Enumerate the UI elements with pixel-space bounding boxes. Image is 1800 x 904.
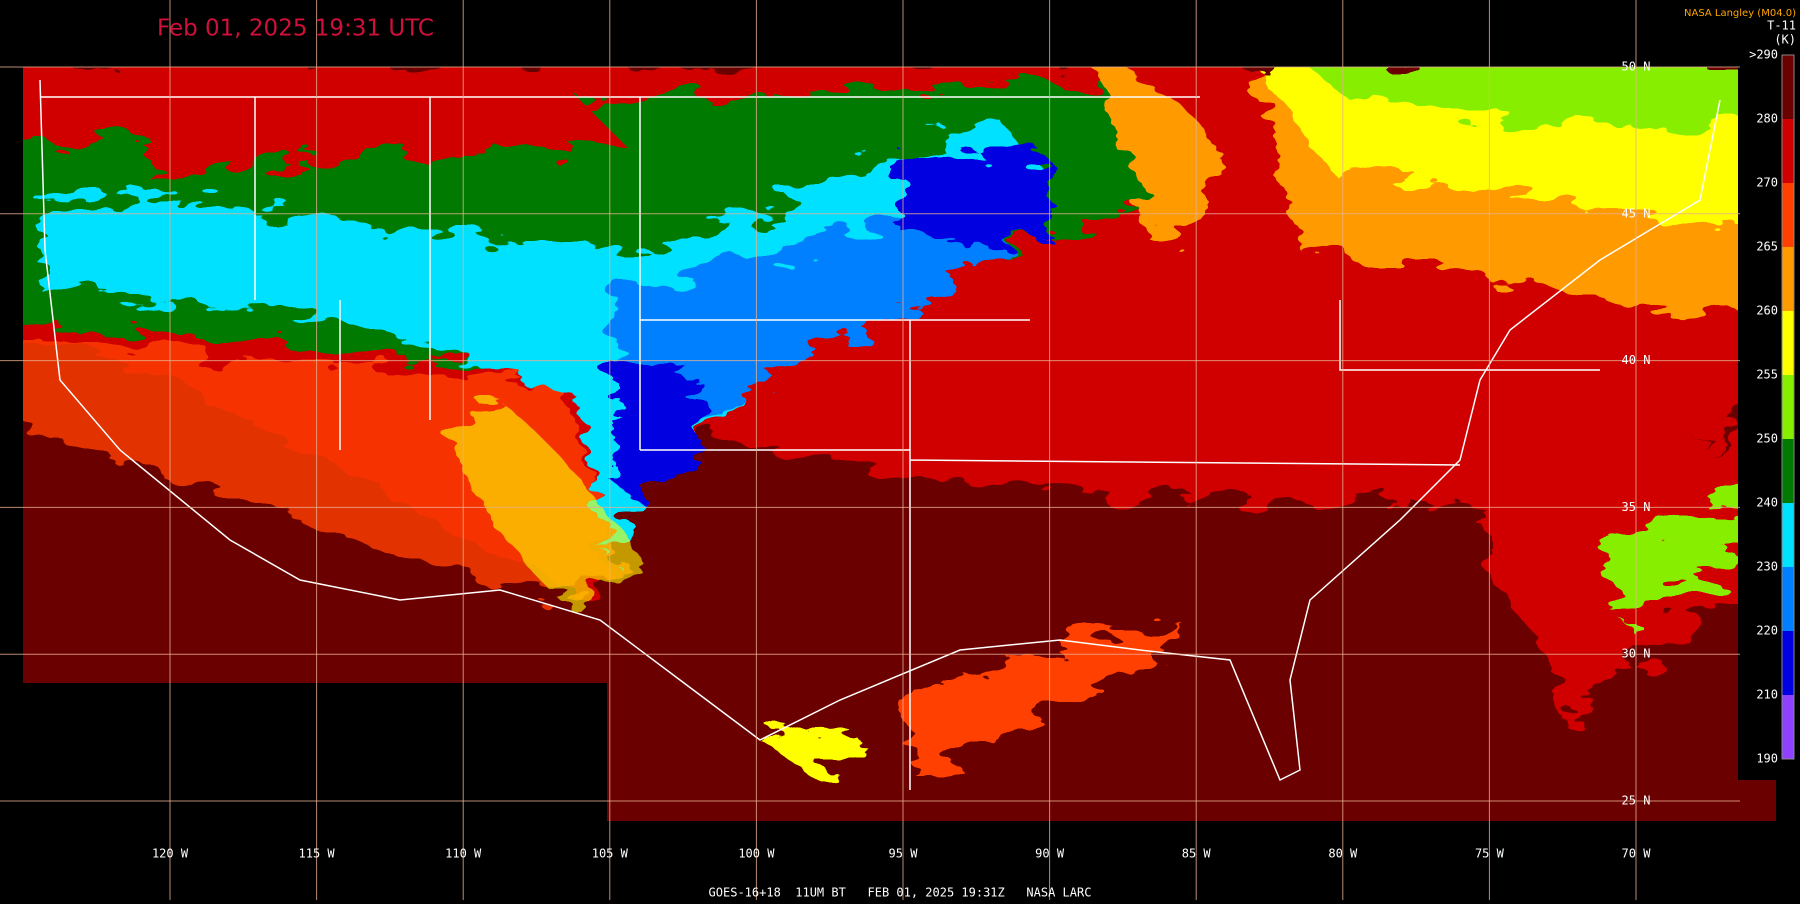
latitude-label: 40 N [1622, 353, 1651, 367]
colorbar-label: >290 [1749, 48, 1778, 62]
colorbar-segment [1782, 439, 1794, 503]
colorbar-segment [1782, 55, 1794, 119]
colorbar-segment [1782, 183, 1794, 247]
latitude-label: 45 N [1622, 206, 1651, 220]
colorbar-label: 210 [1756, 688, 1778, 702]
colorbar-label: 255 [1756, 368, 1778, 382]
colorbar-segment [1782, 631, 1794, 695]
colorbar-label: 220 [1756, 624, 1778, 638]
colorbar-segment [1782, 311, 1794, 375]
latitude-label: 35 N [1622, 500, 1651, 514]
longitude-label: 80 W [1328, 847, 1358, 861]
longitude-label: 95 W [889, 847, 919, 861]
longitude-label: 115 W [299, 847, 336, 861]
latitude-label: 50 N [1622, 60, 1651, 74]
colorbar-segment [1782, 119, 1794, 183]
colorbar-label: 190 [1756, 752, 1778, 766]
colorbar-label: 270 [1756, 176, 1778, 190]
source-label: NASA Langley (M04.0) [1684, 8, 1796, 19]
colorbar-label: 280 [1756, 112, 1778, 126]
longitude-label: 110 W [445, 847, 482, 861]
latitude-label: 30 N [1622, 647, 1651, 661]
longitude-label: 100 W [738, 847, 775, 861]
footer: GOES-16+18 11UM BT FEB 01, 2025 19:31Z N… [709, 886, 1092, 900]
longitude-label: 90 W [1035, 847, 1065, 861]
colorbar-segment [1782, 695, 1794, 759]
colorbar-label: 250 [1756, 432, 1778, 446]
colorbar-label: 260 [1756, 304, 1778, 318]
longitude-label: 105 W [592, 847, 629, 861]
product-label: T-11 [1767, 19, 1796, 33]
longitude-label: 85 W [1182, 847, 1212, 861]
longitude-label: 70 W [1622, 847, 1652, 861]
timestamp-title: Feb 01, 2025 19:31 UTC [157, 16, 434, 42]
colorbar-segment [1782, 247, 1794, 311]
longitude-label: 120 W [152, 847, 189, 861]
colorbar-segment [1782, 503, 1794, 567]
colorbar-label: 230 [1756, 560, 1778, 574]
latitude-label: 25 N [1622, 794, 1651, 808]
unit-label: (K) [1774, 33, 1796, 47]
colorbar-label: 265 [1756, 240, 1778, 254]
colorbar-outline [1781, 54, 1795, 760]
colorbar-label: 240 [1756, 496, 1778, 510]
boundaries [39, 79, 1721, 790]
colorbar-segment [1782, 375, 1794, 439]
colorbar-segment [1782, 567, 1794, 631]
longitude-label: 75 W [1475, 847, 1505, 861]
